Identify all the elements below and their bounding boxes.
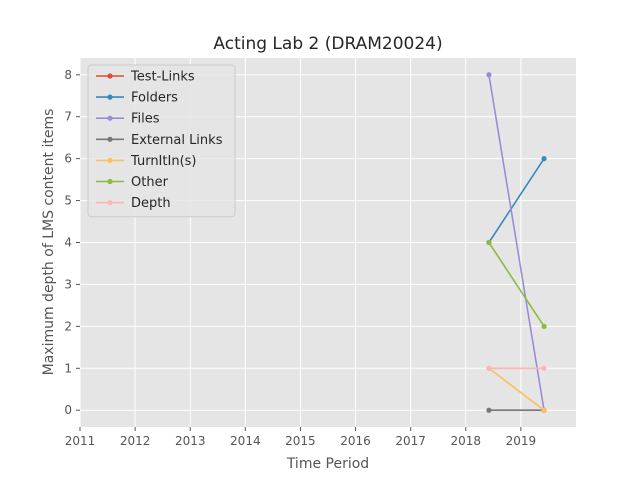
series-line-5 <box>488 242 545 327</box>
legend-marker <box>107 200 113 206</box>
x-axis-ticks: 2011 2012 2013 2014 2015 2016 2017 2018 2019 <box>65 427 536 448</box>
data-point <box>541 407 547 413</box>
chart-title: Acting Lab 2 (DRAM20024) <box>213 34 442 54</box>
y-tick-label: 1 <box>64 361 72 375</box>
x-tick-label: 2017 <box>395 434 426 448</box>
data-point <box>486 365 492 371</box>
legend-marker <box>107 136 113 142</box>
x-tick-label: 2013 <box>175 434 206 448</box>
y-tick-label: 4 <box>64 236 72 250</box>
y-tick-label: 0 <box>64 403 72 417</box>
x-tick-label: 2011 <box>65 434 96 448</box>
data-point <box>486 239 492 246</box>
legend-label: Folders <box>131 91 178 106</box>
y-tick-label: 2 <box>64 319 72 333</box>
x-tick-label: 2012 <box>120 434 151 448</box>
data-point <box>541 156 547 162</box>
x-tick-label: 2015 <box>285 434 316 448</box>
legend-marker <box>107 157 113 163</box>
data-point <box>541 365 547 371</box>
y-tick-label: 7 <box>64 110 72 124</box>
legend-label: Test-Links <box>130 70 195 85</box>
x-tick-label: 2019 <box>506 434 537 448</box>
legend-marker <box>107 178 113 185</box>
series-line-4 <box>488 367 545 411</box>
y-tick-label: 6 <box>64 152 72 166</box>
legend-label: Other <box>131 175 169 190</box>
series-line-1 <box>488 158 545 243</box>
y-axis-ticks: 0 1 2 3 4 5 6 7 8 <box>64 68 80 417</box>
x-tick-label: 2016 <box>340 434 371 448</box>
y-axis-label: Maximum depth of LMS content items <box>41 109 57 376</box>
data-point <box>541 323 547 329</box>
legend-label: Depth <box>131 196 171 211</box>
x-tick-label: 2018 <box>451 434 482 448</box>
legend-label: External Links <box>131 133 223 148</box>
legend-marker <box>107 115 113 121</box>
legend: Test-Links Folders Files External Links Turn… <box>87 64 236 218</box>
legend-label: TurnItIn(s) <box>130 154 196 169</box>
series-lines <box>486 72 547 413</box>
x-axis-label: Time Period <box>286 456 369 472</box>
data-point <box>486 407 492 413</box>
y-tick-label: 8 <box>64 68 72 82</box>
data-point <box>486 72 492 78</box>
series-line-2 <box>488 74 545 411</box>
legend-marker <box>107 73 113 79</box>
legend-frame <box>87 64 236 218</box>
legend-label: Files <box>131 112 160 127</box>
legend-marker <box>107 94 113 100</box>
x-tick-label: 2014 <box>230 434 261 448</box>
y-tick-label: 5 <box>64 194 72 208</box>
y-tick-label: 3 <box>64 277 72 291</box>
